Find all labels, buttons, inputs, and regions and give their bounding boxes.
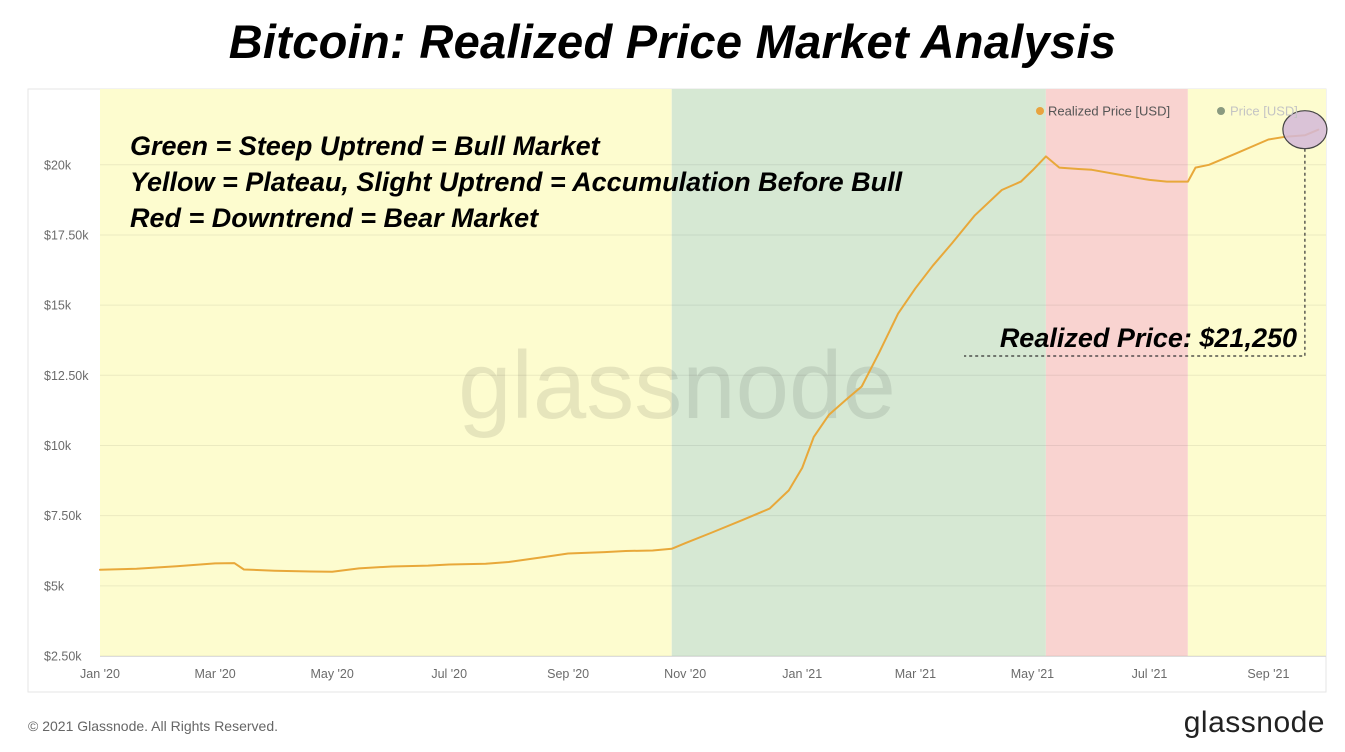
legend-marker-realized	[1036, 107, 1044, 115]
glassnode-logo: glassnode	[1183, 706, 1325, 739]
annotation-line-yellow: Yellow = Plateau, Slight Uptrend = Accum…	[130, 167, 903, 197]
annotation-line-red: Red = Downtrend = Bear Market	[130, 203, 539, 233]
x-tick-label: Mar '20	[194, 667, 235, 681]
phase-band-green	[671, 89, 1046, 656]
page-title: Bitcoin: Realized Price Market Analysis	[228, 15, 1117, 68]
x-tick-label: May '21	[1011, 667, 1054, 681]
x-tick-label: Mar '21	[895, 667, 936, 681]
x-axis-ticks: Jan '20 Mar '20 May '20 Jul '20 Sep '20 Nov '…	[80, 667, 1289, 681]
grid-lines	[100, 164, 1326, 657]
y-tick-label: $2.50k	[44, 650, 82, 664]
x-tick-label: Jan '20	[80, 667, 120, 681]
x-tick-label: Sep '21	[1247, 667, 1289, 681]
series-layer	[99, 128, 1320, 573]
y-tick-label: $10k	[44, 439, 72, 453]
series-line-realized-price	[99, 128, 1320, 573]
y-axis-ticks: $2.50k $5k $7.50k $10k $12.50k $15k $17.50k $20…	[44, 158, 89, 663]
copyright-notice: © 2021 Glassnode. All Rights Reserved.	[28, 718, 279, 734]
legend-label-price[interactable]: Price [USD]	[1230, 104, 1298, 119]
y-tick-label: $7.50k	[44, 509, 82, 523]
x-tick-label: Nov '20	[664, 667, 706, 681]
x-tick-label: May '20	[310, 667, 353, 681]
y-tick-label: $17.50k	[44, 228, 89, 242]
watermark: glassnode	[458, 332, 896, 439]
x-tick-label: Jan '21	[782, 667, 822, 681]
callout-leader-line	[964, 148, 1306, 357]
annotation-text: Green = Steep Uptrend = Bull Market Yell…	[130, 131, 903, 233]
phase-bands	[100, 89, 1326, 656]
legend-marker-price	[1217, 107, 1225, 115]
phase-band-yellow	[100, 89, 672, 656]
x-tick-label: Jul '20	[431, 667, 467, 681]
annotation-line-green: Green = Steep Uptrend = Bull Market	[130, 131, 601, 161]
y-tick-label: $5k	[44, 579, 65, 593]
x-tick-label: Sep '20	[547, 667, 589, 681]
phase-band-red	[1045, 89, 1188, 656]
legend-label-realized[interactable]: Realized Price [USD]	[1048, 104, 1170, 119]
callout-label: Realized Price: $21,250	[1000, 323, 1297, 353]
y-tick-label: $20k	[44, 158, 72, 172]
x-tick-label: Jul '21	[1132, 667, 1168, 681]
phase-band-yellow	[1187, 89, 1326, 656]
realized-price-callout	[964, 110, 1328, 357]
legend: Realized Price [USD] Price [USD]	[1036, 104, 1298, 119]
y-tick-label: $15k	[44, 299, 72, 313]
y-tick-label: $12.50k	[44, 369, 89, 383]
